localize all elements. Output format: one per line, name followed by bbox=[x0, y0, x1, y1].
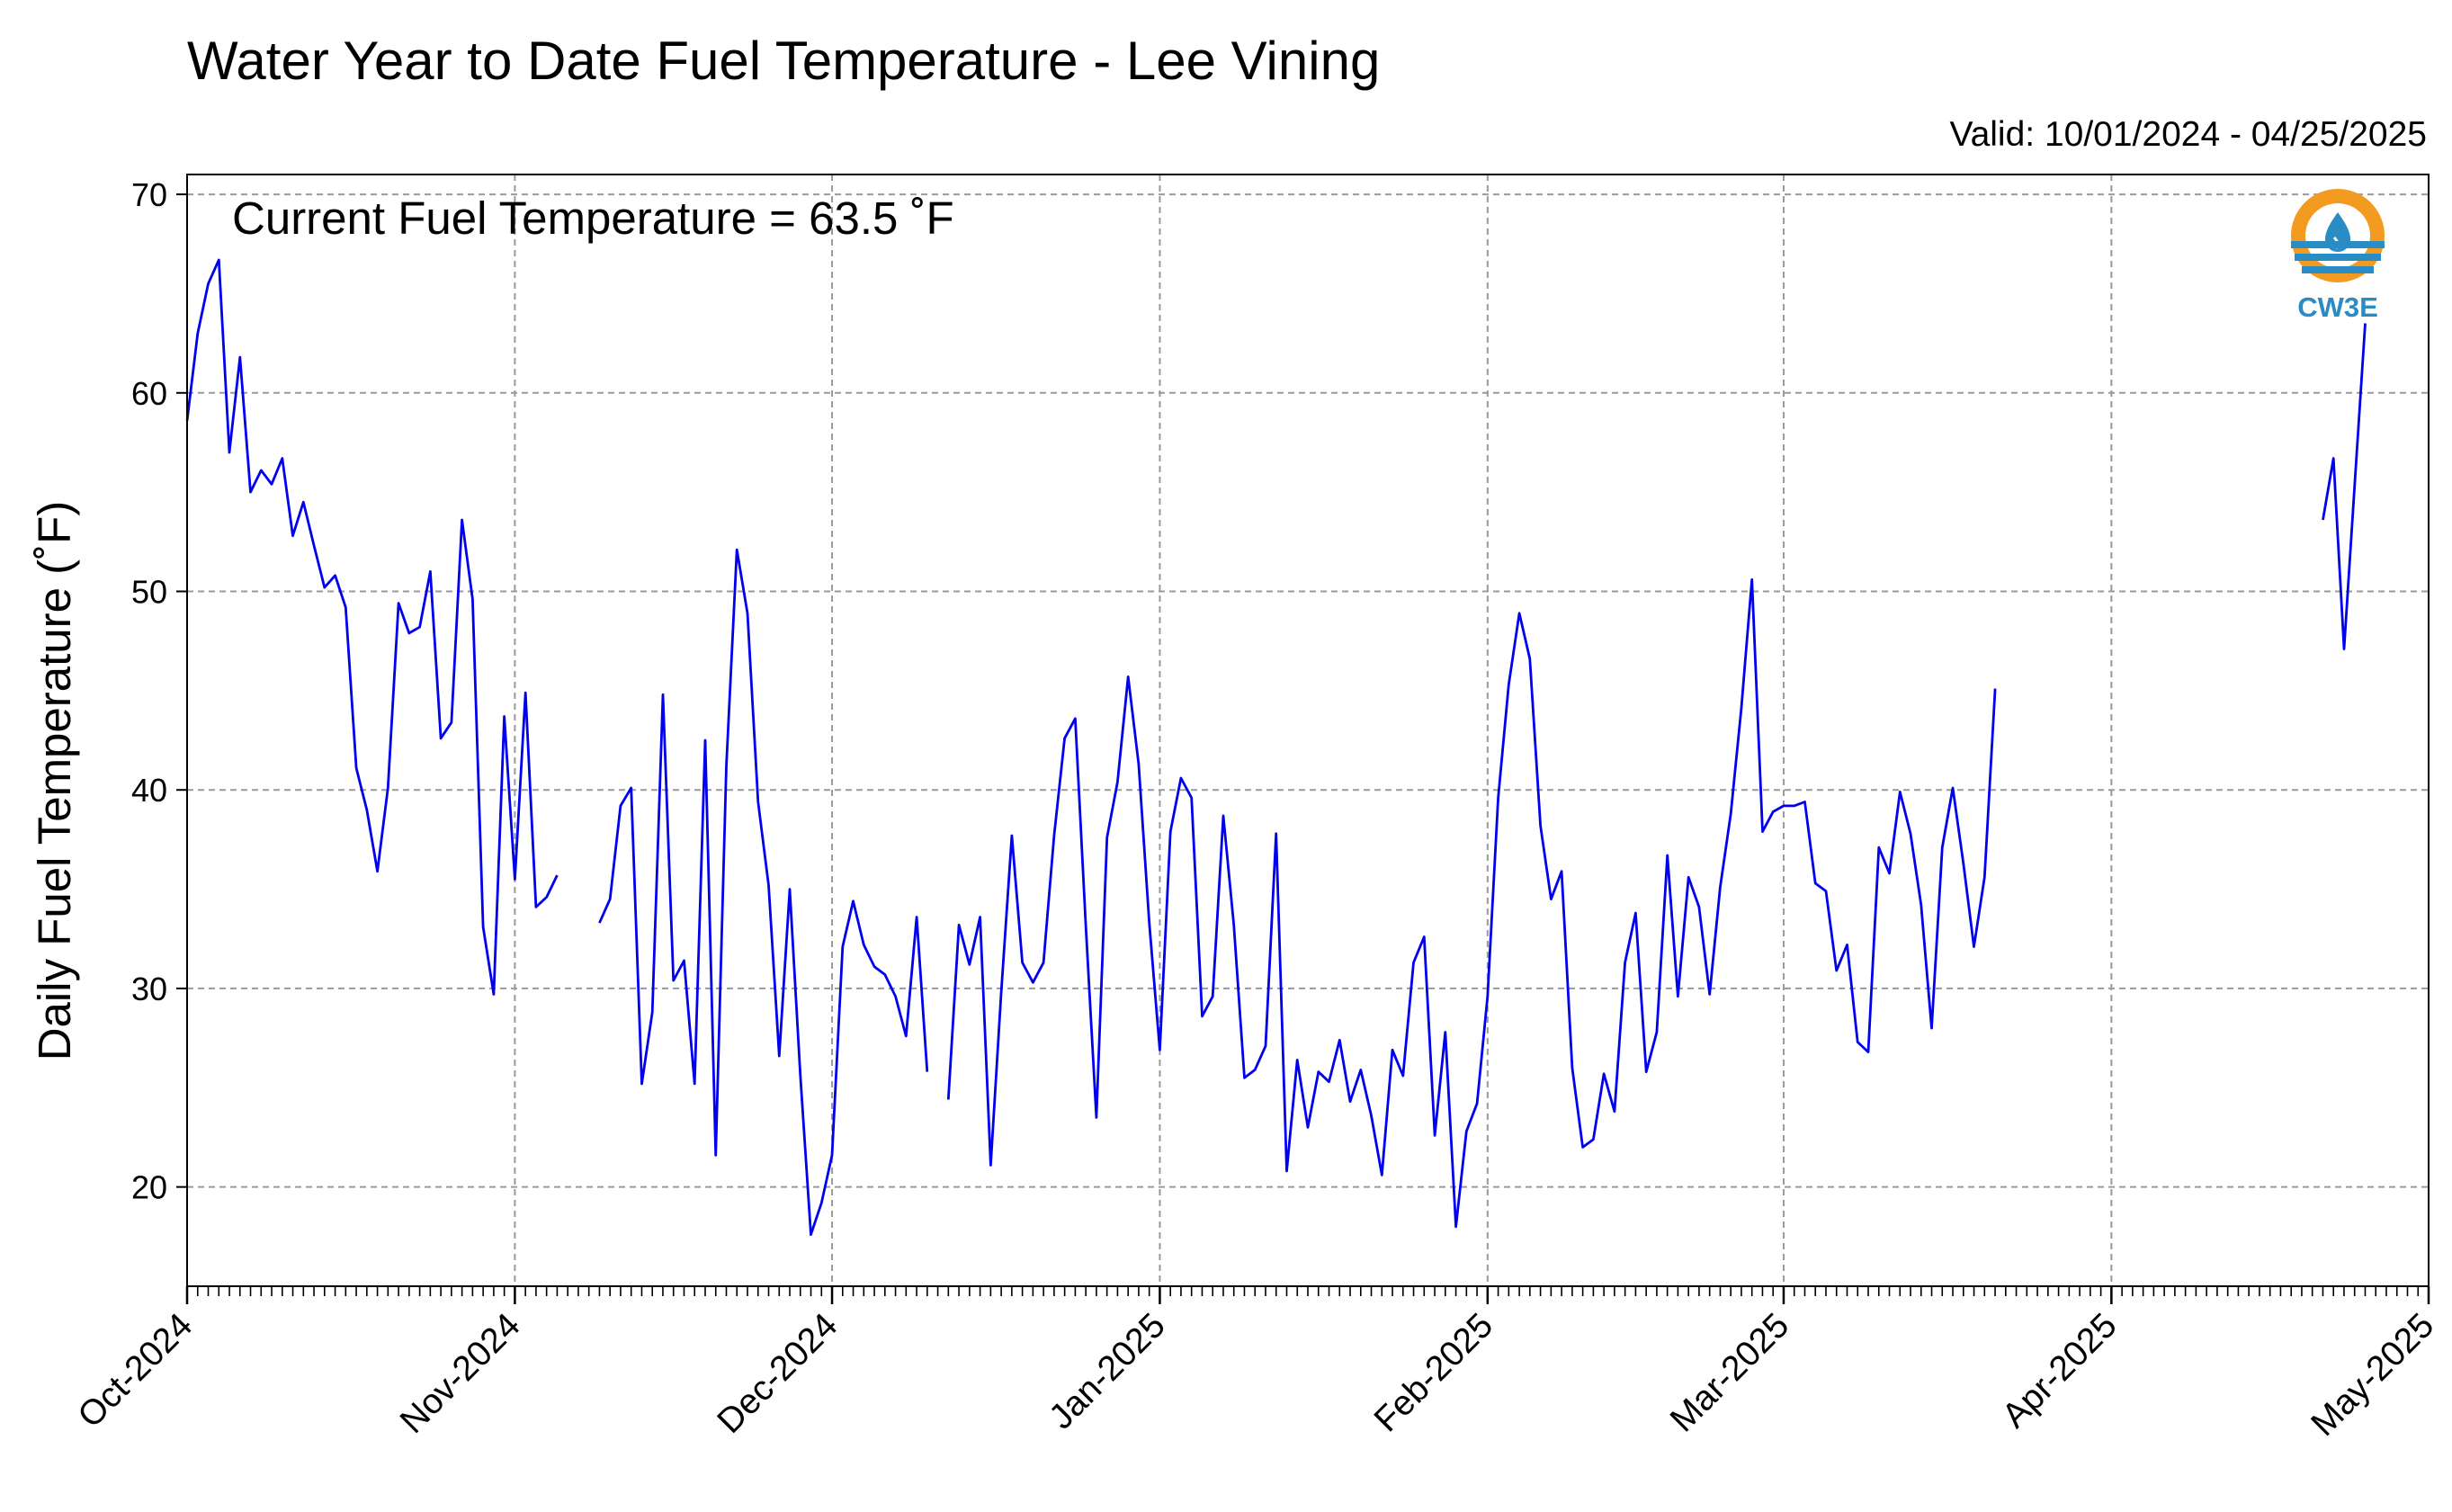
series-line-segment bbox=[185, 258, 559, 996]
y-tick-label: 70 bbox=[131, 176, 167, 213]
y-tick-label: 20 bbox=[131, 1169, 167, 1206]
current-fuel-temperature-annotation: Current Fuel Temperature = 63.5 ˚F bbox=[232, 192, 954, 244]
y-tick-labels: 20 30 40 50 60 70 bbox=[131, 176, 167, 1206]
series-line-segment bbox=[946, 577, 1997, 1229]
y-tick-label: 60 bbox=[131, 375, 167, 412]
y-axis-label: Daily Fuel Temperature (˚F) bbox=[29, 501, 80, 1061]
series-line-segment bbox=[2322, 323, 2367, 650]
y-tick-label: 30 bbox=[131, 971, 167, 1007]
grid-lines bbox=[187, 174, 2429, 1286]
series-lines bbox=[185, 258, 2367, 1236]
axes bbox=[176, 174, 2430, 1304]
chart-subtitle: Valid: 10/01/2024 - 04/25/2025 bbox=[1949, 115, 2427, 154]
cw3e-logo: CW3E bbox=[2291, 189, 2385, 323]
series-line-segment bbox=[598, 548, 929, 1236]
logo-text: CW3E bbox=[2297, 291, 2378, 323]
chart-title: Water Year to Date Fuel Temperature - Le… bbox=[187, 31, 1380, 91]
y-tick-label: 50 bbox=[131, 574, 167, 611]
y-tick-label: 40 bbox=[131, 772, 167, 809]
plot-frame bbox=[186, 174, 2430, 1287]
